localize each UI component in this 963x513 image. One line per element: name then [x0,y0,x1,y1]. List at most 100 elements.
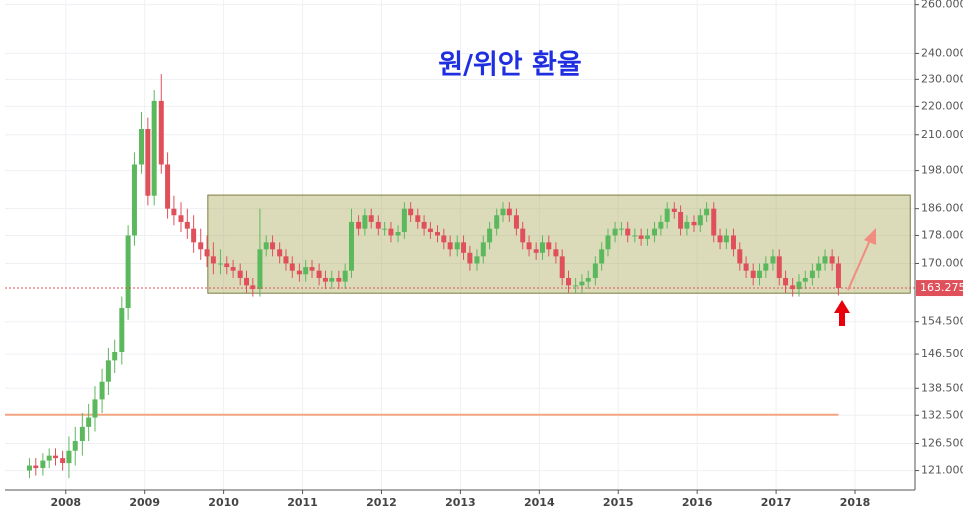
y-tick-label: 178.000 [921,228,963,241]
candle-body [447,242,453,250]
candle-body [72,441,78,451]
candle-body [697,215,703,226]
candle-body [487,228,493,243]
candle-body [388,228,394,236]
candle-body [362,215,368,229]
candle-body [289,263,295,271]
candle-body [79,426,85,442]
candle-body [553,249,559,257]
x-tick-label: 2011 [287,496,318,509]
candle-body [454,242,460,250]
candle-body [835,263,841,289]
candle-body [506,208,512,216]
candle-body [533,249,539,253]
candle-body [566,277,572,286]
candle-body [480,242,486,257]
candle-body [224,263,230,268]
candle-body [427,228,433,233]
candle-body [730,235,736,250]
candle-body [664,208,670,222]
x-tick-label: 2016 [682,496,713,509]
candle-body [513,215,519,229]
candle-body [230,267,236,271]
marks [26,74,841,479]
candle-body [257,249,263,290]
candle-body [40,460,46,469]
candle-body [494,215,500,229]
candle-body [585,277,591,282]
candle-body [652,228,658,236]
candle-body [691,221,697,226]
annotation-arrows [834,228,876,326]
candle-body [112,352,118,361]
candle-body [816,263,822,271]
y-tick-label: 260.000 [921,0,963,11]
candle-body [618,228,624,230]
x-tick-label: 2018 [840,496,871,509]
x-tick-label: 2014 [524,496,555,509]
candle-body [520,228,526,243]
candle-body [717,235,723,243]
candle-body [421,221,427,229]
y-tick-label: 154.500 [921,315,963,328]
candle-body [802,277,808,282]
candle-body [579,281,585,286]
candle-body [322,277,328,282]
candle-body [125,235,131,309]
y-tick-label: 146.500 [921,347,963,360]
candle-body [329,277,335,282]
candle-body [244,277,250,286]
candle-body [822,256,828,264]
candle-body [131,164,137,236]
x-tick-label: 2010 [208,496,239,509]
candle-body [829,256,835,264]
candle-body [711,208,717,236]
candle-body [165,164,171,209]
candle-body [612,228,618,236]
y-tick-label: 230.000 [921,72,963,85]
candle-body [33,465,39,469]
red-arrow [834,300,850,326]
candle-body [625,228,631,236]
range-band [207,194,911,294]
candle-body [86,417,92,427]
candle-body [526,242,532,250]
candle-body [217,263,223,265]
candle-body [210,256,216,264]
candle-body [119,308,125,353]
candle-body [395,232,401,236]
candle-body [198,242,204,250]
y-tick-label: 198.000 [921,164,963,177]
candle-body [790,285,796,290]
candle-body [737,249,743,264]
candle-body [500,208,506,216]
candle-body [296,270,302,275]
candle-body [382,228,388,230]
candle-body [184,221,190,229]
candle-body [796,281,802,290]
candle-body [783,277,789,286]
candle-body [743,263,749,271]
candle-body [336,277,342,282]
y-tick-label: 132.500 [921,408,963,421]
candle-body [178,215,184,222]
candle-body [658,221,664,229]
x-tick-label: 2013 [445,496,476,509]
candle-body [678,211,684,229]
candle-body [303,267,309,275]
last-price-box [916,280,963,297]
candle-body [204,249,210,257]
candle-body [644,235,650,239]
candle-body [441,235,447,243]
up-trend-arrow [847,239,871,291]
candle-body [750,270,756,278]
candle-body [145,128,151,196]
candle-body [270,242,276,250]
candle-body [158,100,164,165]
y-tick-label: 186.000 [921,202,963,215]
y-tick-label: 240.000 [921,46,963,59]
candle-body [342,270,348,282]
candle-body [809,270,815,278]
candle-body [474,256,480,264]
candle-body [105,360,111,382]
